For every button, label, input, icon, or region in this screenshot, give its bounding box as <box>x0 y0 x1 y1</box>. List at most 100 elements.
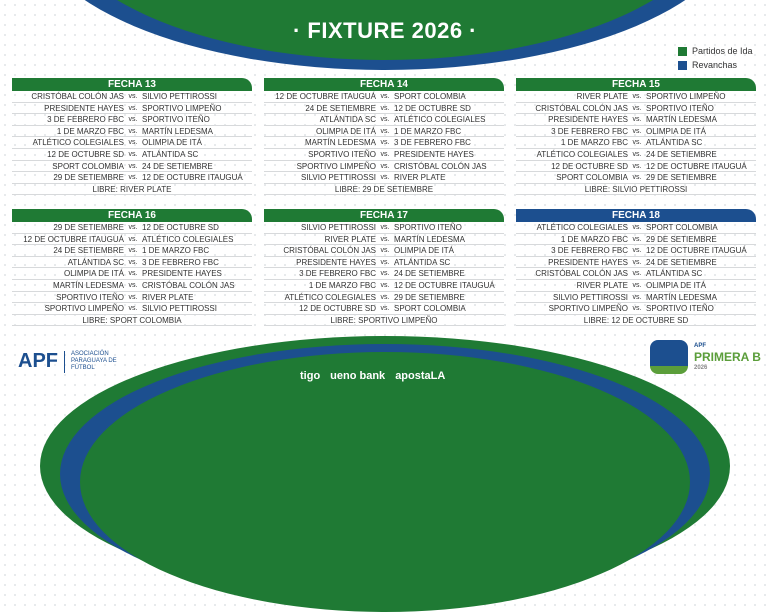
vs-label: vs. <box>380 293 390 301</box>
match-row: 12 DE OCTUBRE SD vs. 12 DE OCTUBRE ITAUGUÁ <box>516 161 756 173</box>
fecha-block: FECHA 17 SILVIO PETTIROSSI vs. SPORTIVO ITE… <box>264 209 504 327</box>
away-team: ATLÁNTIDA SC <box>394 257 451 267</box>
fecha-header: FECHA 17 <box>264 209 504 222</box>
away-team: 12 DE OCTUBRE SD <box>394 103 471 113</box>
match-row: 1 DE MARZO FBC vs. 29 DE SETIEMBRE <box>516 234 756 246</box>
home-team: 24 DE SETIEMBRE <box>305 103 376 113</box>
match-row: 1 DE MARZO FBC vs. ATLÁNTIDA SC <box>516 137 756 149</box>
match-row: 24 DE SETIEMBRE vs. 12 DE OCTUBRE SD <box>264 103 504 115</box>
home-team: 12 DE OCTUBRE SD <box>47 149 124 159</box>
legend-item-ida: Partidos de Ida <box>678 44 753 58</box>
match-row: 3 DE FEBRERO FBC vs. SPORTIVO ITEÑO <box>12 114 252 126</box>
vs-label: vs. <box>632 104 642 112</box>
vs-label: vs. <box>128 224 138 231</box>
vs-label: vs. <box>632 174 642 182</box>
away-team: OLIMPIA DE ITÁ <box>646 280 707 290</box>
match-row: 1 DE MARZO FBC vs. MARTÍN LEDESMA <box>12 126 252 138</box>
match-row: ATLÁNTIDA SC vs. ATLÉTICO COLEGIALES <box>264 114 504 126</box>
match-row: PRESIDENTE HAYES vs. MARTÍN LEDESMA <box>516 114 756 126</box>
sponsors: tigo ueno bank apostaLA <box>300 370 470 382</box>
libre-row: LIBRE: 12 DE OCTUBRE SD <box>516 315 756 327</box>
match-row: SPORT COLOMBIA vs. 29 DE SETIEMBRE <box>516 172 756 184</box>
home-team: ATLÁNTIDA SC <box>319 115 376 125</box>
away-team: MARTÍN LEDESMA <box>646 115 717 125</box>
legend-label: Revanchas <box>692 60 738 70</box>
away-team: 29 DE SETIEMBRE <box>394 292 465 302</box>
vs-label: vs. <box>380 174 390 182</box>
match-row: MARTÍN LEDESMA vs. 3 DE FEBRERO FBC <box>264 137 504 149</box>
home-team: SILVIO PETTIROSSI <box>301 173 376 183</box>
home-team: 24 DE SETIEMBRE <box>53 246 124 256</box>
away-team: MARTÍN LEDESMA <box>646 292 717 302</box>
home-team: RIVER PLATE <box>576 92 628 101</box>
vs-label: vs. <box>380 150 390 158</box>
away-team: CRISTÓBAL COLÓN JAS <box>142 280 235 290</box>
legend-swatch <box>678 46 687 56</box>
away-team: ATLÁNTIDA SC <box>142 149 199 159</box>
libre-row: LIBRE: RIVER PLATE <box>12 184 252 196</box>
away-team: 1 DE MARZO FBC <box>394 126 462 136</box>
libre-row: LIBRE: 29 DE SETIEMBRE <box>264 184 504 196</box>
vs-label: vs. <box>128 104 138 112</box>
legend-item-revanchas: Revanchas <box>678 58 753 72</box>
home-team: SILVIO PETTIROSSI <box>553 292 628 302</box>
vs-label: vs. <box>632 93 642 100</box>
vs-label: vs. <box>380 258 390 266</box>
pb-apf: APF <box>694 342 706 349</box>
match-row: 12 DE OCTUBRE SD vs. ATLÁNTIDA SC <box>12 149 252 161</box>
match-row: 3 DE FEBRERO FBC vs. 12 DE OCTUBRE ITAUGUÁ <box>516 245 756 257</box>
match-row: ATLÉTICO COLEGIALES vs. 29 DE SETIEMBRE <box>264 292 504 304</box>
apf-logo-text: APF <box>18 350 58 372</box>
match-row: PRESIDENTE HAYES vs. SPORTIVO LIMPEÑO <box>12 103 252 115</box>
match-row: ATLÉTICO COLEGIALES vs. 24 DE SETIEMBRE <box>516 149 756 161</box>
fecha-header: FECHA 16 <box>12 209 252 222</box>
match-row: SPORTIVO LIMPEÑO vs. SILVIO PETTIROSSI <box>12 303 252 315</box>
away-team: SPORT COLOMBIA <box>646 223 718 232</box>
match-row: 24 DE SETIEMBRE vs. 1 DE MARZO FBC <box>12 245 252 257</box>
vs-label: vs. <box>632 305 642 313</box>
match-row: ATLÉTICO COLEGIALES vs. SPORT COLOMBIA <box>516 222 756 234</box>
pb-year: 2026 <box>694 364 708 371</box>
home-team: SPORTIVO ITEÑO <box>56 292 124 302</box>
match-row: SPORT COLOMBIA vs. 24 DE SETIEMBRE <box>12 161 252 173</box>
vs-label: vs. <box>632 281 642 289</box>
home-team: ATLÉTICO COLEGIALES <box>536 223 628 232</box>
fecha-block: FECHA 13 CRISTÓBAL COLÓN JAS vs. SILVIO PET… <box>12 78 252 196</box>
match-row: SPORTIVO LIMPEÑO vs. SPORTIVO ITEÑO <box>516 303 756 315</box>
away-team: 12 DE OCTUBRE ITAUGUÁ <box>142 173 243 183</box>
footer-arc-inner <box>80 352 690 612</box>
away-team: MARTÍN LEDESMA <box>142 126 213 136</box>
fecha-header: FECHA 14 <box>264 78 504 91</box>
sponsor-ueno-bank: ueno bank <box>330 370 386 382</box>
home-team: 1 DE MARZO FBC <box>308 280 376 290</box>
vs-label: vs. <box>128 293 138 301</box>
vs-label: vs. <box>380 127 390 135</box>
home-team: MARTÍN LEDESMA <box>53 280 124 290</box>
vs-label: vs. <box>632 270 642 278</box>
legend: Partidos de Ida Revanchas <box>678 44 753 72</box>
away-team: RIVER PLATE <box>394 173 446 183</box>
away-team: 29 DE SETIEMBRE <box>646 173 717 183</box>
home-team: SPORTIVO LIMPEÑO <box>296 161 376 171</box>
vs-label: vs. <box>632 116 642 124</box>
fecha-block: FECHA 14 12 DE OCTUBRE ITAUGUÁ vs. SPORT CO… <box>264 78 504 196</box>
away-team: 24 DE SETIEMBRE <box>142 161 213 171</box>
away-team: OLIMPIA DE ITÁ <box>646 126 707 136</box>
away-team: 3 DE FEBRERO FBC <box>142 257 219 267</box>
legend-label: Partidos de Ida <box>692 46 753 56</box>
match-row: RIVER PLATE vs. MARTÍN LEDESMA <box>264 234 504 246</box>
home-team: RIVER PLATE <box>576 280 628 290</box>
match-row: 12 DE OCTUBRE ITAUGUÁ vs. ATLÉTICO COLEGIA… <box>12 234 252 246</box>
vs-label: vs. <box>380 93 390 100</box>
match-row: SPORTIVO LIMPEÑO vs. CRISTÓBAL COLÓN JAS <box>264 161 504 173</box>
vs-label: vs. <box>380 116 390 124</box>
vs-label: vs. <box>128 247 138 255</box>
away-team: SPORTIVO ITEÑO <box>646 103 714 113</box>
vs-label: vs. <box>632 247 642 255</box>
away-team: 3 DE FEBRERO FBC <box>394 138 471 148</box>
fecha-header: FECHA 18 <box>516 209 756 222</box>
home-team: RIVER PLATE <box>324 234 376 244</box>
away-team: 24 DE SETIEMBRE <box>646 257 717 267</box>
away-team: SPORT COLOMBIA <box>394 304 466 314</box>
vs-label: vs. <box>128 162 138 170</box>
